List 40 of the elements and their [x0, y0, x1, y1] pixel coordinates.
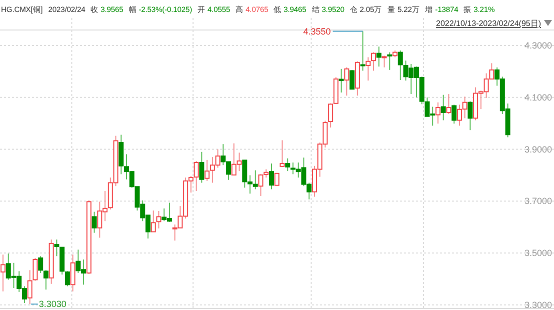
candlestick — [440, 94, 446, 121]
candlestick — [156, 210, 162, 229]
annotation: 3.3030 — [38, 299, 66, 310]
candlestick — [27, 270, 32, 305]
candlestick — [64, 270, 70, 287]
candlestick — [371, 52, 376, 72]
candlestick — [54, 239, 60, 257]
candlestick — [360, 30, 366, 72]
candlestick — [70, 254, 76, 292]
candlestick — [387, 52, 392, 70]
candlestick — [43, 270, 48, 290]
candlestick — [376, 46, 382, 68]
y-tick-label: 3.5000 — [524, 248, 552, 258]
candlestick — [435, 102, 440, 124]
y-tick-label: 3.7000 — [524, 196, 552, 206]
candlestick — [280, 140, 285, 168]
candlestick — [38, 256, 44, 274]
candlestick — [92, 211, 97, 234]
candlestick — [468, 100, 473, 131]
candlestick — [150, 210, 156, 232]
candlestick — [382, 55, 387, 68]
candlestick — [32, 257, 38, 282]
candlestick — [269, 163, 274, 190]
candlestick — [366, 56, 371, 82]
y-tick-label: 4.3000 — [524, 40, 552, 51]
candlestick — [0, 254, 6, 292]
candlestick — [344, 66, 350, 96]
annotation: 4.3550 — [303, 26, 331, 36]
y-tick-label: 3.9000 — [524, 144, 552, 154]
candlestick — [274, 172, 280, 186]
candlestick — [452, 104, 457, 124]
candlestick — [338, 68, 344, 93]
candlestick — [350, 69, 355, 90]
candlestick — [60, 246, 65, 276]
candlestick — [199, 151, 204, 184]
y-tick-label: 4.1000 — [524, 92, 552, 102]
y-tick-label: 3.3000 — [524, 300, 552, 310]
candlestick — [446, 94, 452, 115]
text: 2022/10/13-2023/02/24(95日) — [436, 19, 542, 28]
candlestick — [285, 158, 290, 172]
